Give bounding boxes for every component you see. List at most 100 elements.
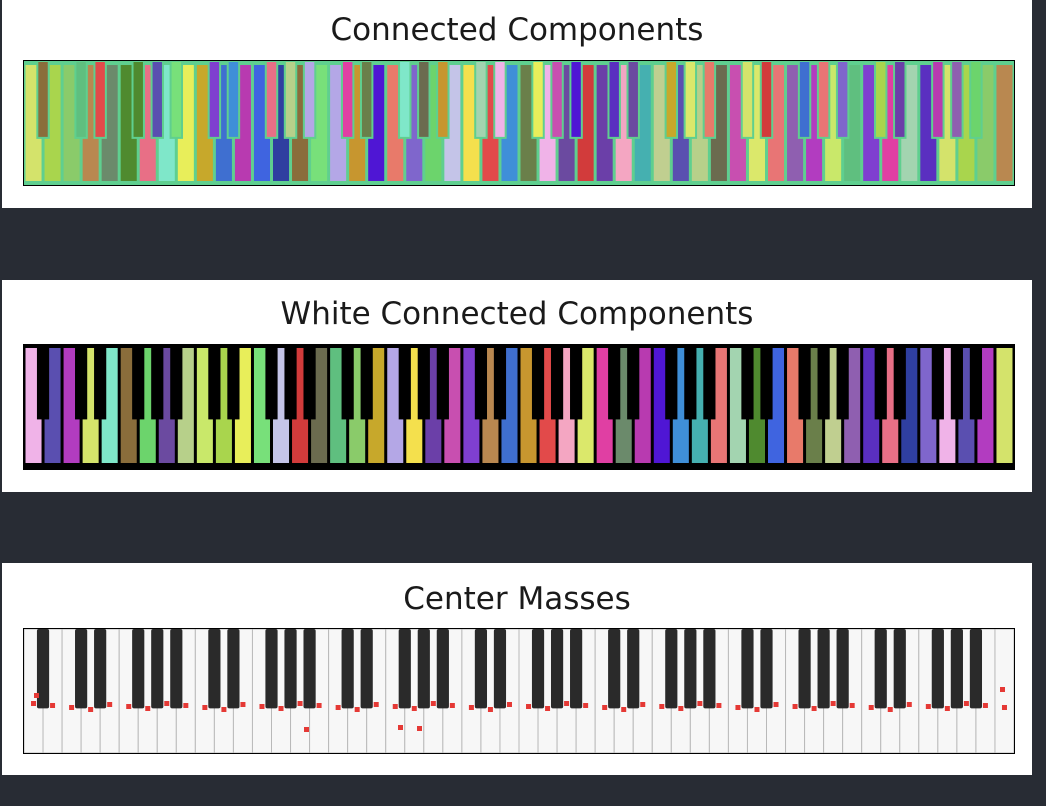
component-black-key (607, 61, 621, 139)
component-black-key (626, 61, 640, 139)
component-black-key (531, 61, 545, 139)
black-key (627, 629, 640, 709)
black-key (398, 629, 411, 709)
center-mass-marker (221, 707, 227, 712)
black-key-gap (417, 345, 430, 420)
center-mass-marker (659, 704, 665, 709)
center-mass-marker (716, 703, 722, 708)
component-black-key (474, 61, 488, 139)
component-black-key (664, 61, 679, 139)
black-key (36, 629, 50, 709)
black-key-gap (741, 345, 754, 420)
component-black-key (226, 61, 241, 139)
center-mass-marker (811, 706, 817, 711)
black-key (608, 629, 621, 709)
white-components-image (24, 345, 1014, 469)
black-key-gap (284, 345, 297, 420)
center-mass-marker (259, 704, 265, 709)
component-black-key (493, 61, 507, 139)
center-mass-marker (398, 725, 403, 730)
black-key (75, 629, 88, 709)
component-black-key (816, 61, 831, 139)
component-key (996, 65, 1013, 181)
black-key (531, 629, 545, 709)
component-black-key (207, 61, 222, 139)
component-black-key (759, 61, 774, 139)
center-mass-marker (1001, 705, 1007, 710)
component-black-key (131, 61, 145, 139)
black-key-gap (893, 345, 906, 420)
center-mass-marker (506, 702, 512, 707)
connected-components-panel: Connected Components (2, 0, 1032, 208)
center-mass-marker (526, 704, 532, 709)
black-key (665, 629, 678, 709)
black-key-gap (303, 345, 316, 420)
black-key-gap (969, 345, 983, 420)
center-mass-marker (107, 702, 113, 707)
black-key-gap (436, 345, 449, 420)
black-key-gap (550, 345, 564, 420)
center-mass-marker (202, 705, 208, 710)
center-mass-marker (602, 705, 608, 710)
black-key-gap (493, 345, 507, 420)
center-mass-marker (297, 701, 303, 706)
component-black-key (740, 61, 755, 139)
black-key (360, 629, 373, 709)
black-key (741, 629, 754, 709)
black-key-gap (798, 345, 811, 420)
center-mass-marker (773, 702, 779, 707)
black-key (474, 629, 488, 709)
black-key-gap (703, 345, 716, 420)
black-key (170, 629, 183, 709)
center-mass-marker (449, 703, 455, 708)
black-key (760, 629, 773, 709)
black-key (417, 629, 430, 709)
component-black-key (436, 61, 450, 139)
panel-title: White Connected Components (280, 296, 754, 332)
black-key-gap (817, 345, 830, 420)
center-mass-marker (430, 701, 436, 706)
center-mass-marker (621, 707, 627, 712)
center-mass-marker (240, 702, 246, 707)
black-key-gap (608, 345, 621, 420)
center-mass-marker (183, 703, 189, 708)
center-mass-marker (868, 705, 874, 710)
center-mass-marker (88, 707, 94, 712)
component-black-key (74, 61, 88, 139)
black-key (684, 629, 697, 709)
center-mass-marker (487, 707, 493, 712)
center-mass-marker (164, 701, 170, 706)
black-key-gap (627, 345, 640, 420)
black-key (969, 629, 983, 709)
component-black-key (550, 61, 564, 139)
center-mass-marker (145, 706, 151, 711)
component-black-key (702, 61, 717, 139)
black-key-gap (94, 345, 107, 420)
center-mass-marker (304, 727, 309, 732)
black-key-gap (836, 345, 849, 420)
center-masses-panel: Center Masses (2, 563, 1032, 775)
center-mass-marker (278, 706, 284, 711)
black-key (570, 629, 583, 709)
center-mass-marker (411, 706, 417, 711)
component-black-key (893, 61, 907, 139)
center-mass-marker (354, 707, 360, 712)
component-black-key (398, 61, 412, 139)
center-mass-marker (34, 693, 39, 698)
black-key (836, 629, 849, 709)
black-key-gap (398, 345, 411, 420)
black-key-gap (531, 345, 545, 420)
black-key-gap (474, 345, 488, 420)
black-key (94, 629, 107, 709)
black-key (493, 629, 507, 709)
center-mass-marker (1000, 687, 1005, 692)
component-black-key (359, 61, 374, 139)
center-mass-marker (417, 726, 422, 731)
black-key (227, 629, 240, 709)
center-masses-plot (23, 628, 1015, 754)
black-key-gap (75, 345, 88, 420)
white-components-panel: White Connected Components (2, 280, 1032, 492)
black-key-gap (151, 345, 164, 420)
black-key-gap (665, 345, 678, 420)
component-black-key (950, 61, 964, 139)
